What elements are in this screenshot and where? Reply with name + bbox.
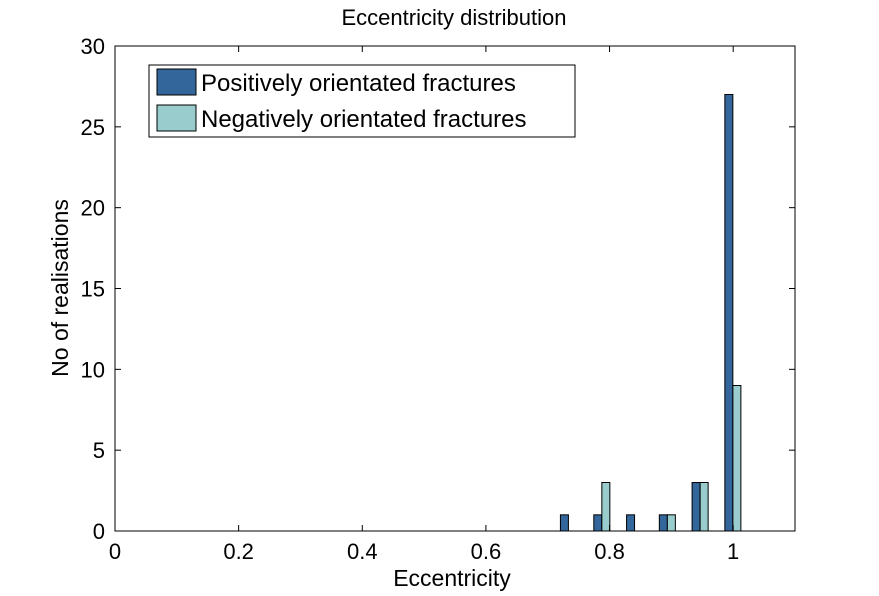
bar-series-1-2	[699, 482, 709, 532]
y-tick-label: 20	[81, 196, 105, 221]
y-axis-label: No of realisations	[47, 199, 73, 377]
bar-series-0-2	[626, 514, 636, 532]
bar-series-0-1	[593, 514, 603, 532]
x-tick-label: 1	[727, 539, 739, 564]
chart-title: Eccentricity distribution	[342, 5, 567, 30]
bar-series-0-0	[559, 514, 569, 532]
x-tick-label: 0.8	[594, 539, 625, 564]
legend-swatch-negative	[156, 104, 197, 132]
x-tick-label: 0	[109, 539, 121, 564]
y-tick-label: 5	[93, 438, 105, 463]
bar-series-1-3	[732, 385, 742, 532]
y-axis-ticks: 0 5 10 15 20 25 30	[81, 34, 795, 544]
x-tick-label: 0.6	[471, 539, 502, 564]
legend-label-negative: Negatively orientated fractures	[201, 106, 527, 133]
y-tick-label: 15	[81, 277, 105, 302]
x-tick-label: 0.4	[347, 539, 378, 564]
bar-series-1-1	[666, 514, 676, 532]
y-tick-label: 25	[81, 115, 105, 140]
x-axis-label: Eccentricity	[393, 565, 511, 591]
bar-series-1-0	[601, 482, 611, 532]
bar-series-0-4	[691, 482, 701, 532]
bar-series-0-5	[724, 94, 734, 532]
y-tick-label: 30	[81, 34, 105, 59]
y-tick-label: 10	[81, 357, 105, 382]
legend-swatch-positive	[156, 68, 197, 96]
legend-box	[148, 64, 576, 138]
y-tick-label: 0	[93, 519, 105, 544]
x-axis-ticks: 0 0.2 0.4 0.6 0.8 1	[109, 46, 739, 564]
bar-series-0-3	[658, 514, 668, 532]
legend: Positively orientated fractures Negative…	[148, 64, 576, 138]
legend-label-positive: Positively orientated fractures	[201, 70, 516, 97]
x-tick-label: 0.2	[223, 539, 254, 564]
